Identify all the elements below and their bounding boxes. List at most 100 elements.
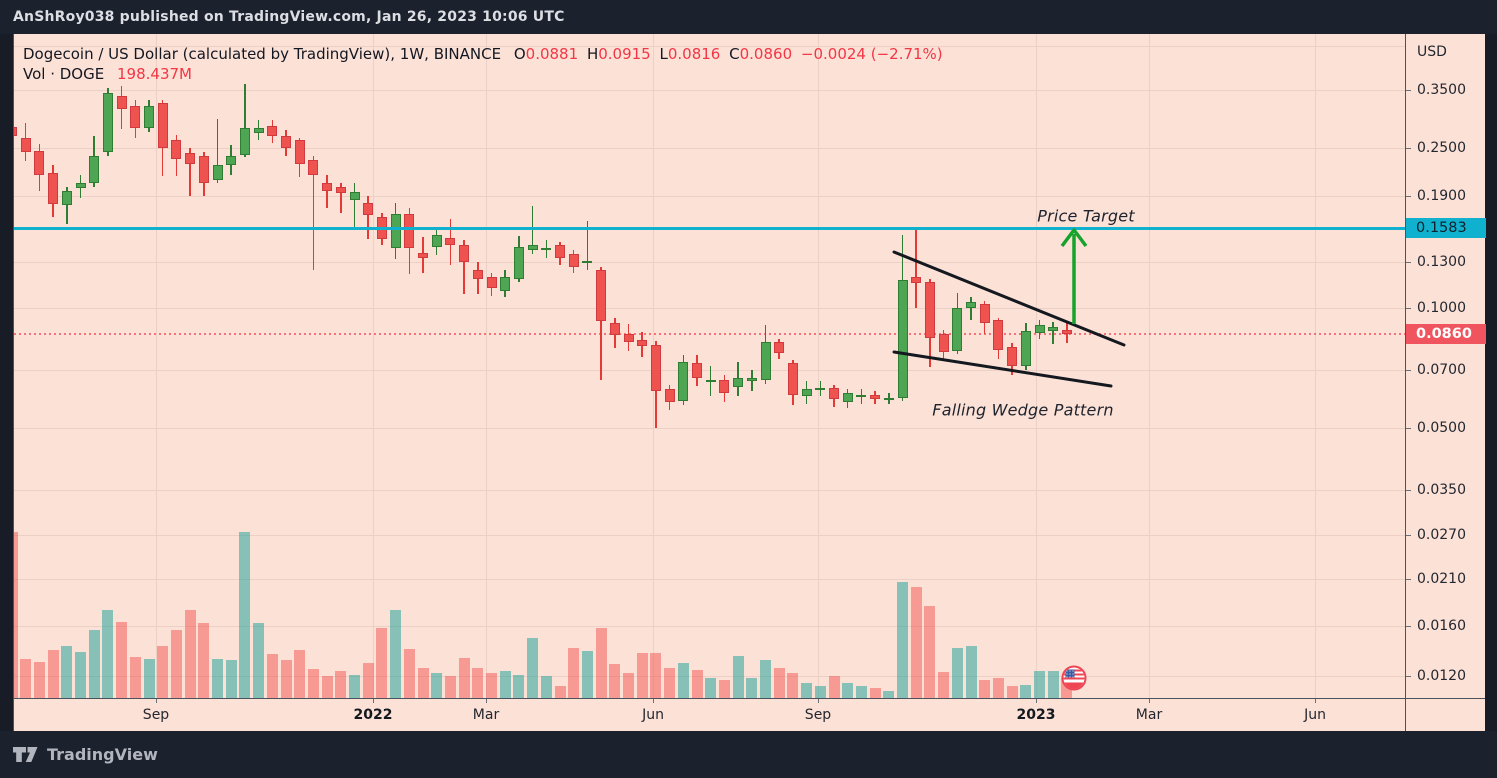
volume-bar (965, 646, 977, 698)
us-flag-icon[interactable] (1061, 665, 1087, 691)
tradingview-brand-text[interactable]: TradingView (47, 745, 158, 764)
time-axis-tick (1036, 699, 1037, 703)
flag-canton (1065, 669, 1075, 678)
candle (226, 155, 237, 166)
candle (102, 92, 113, 152)
volume-bar (540, 676, 552, 698)
volume-bar (335, 671, 347, 698)
volume-bar (801, 683, 813, 698)
volume-bar (787, 673, 799, 698)
volume-bar (636, 653, 648, 698)
candle-wick (463, 239, 465, 295)
chart-plot[interactable]: Price Target Falling Wedge Pattern Dogec… (14, 34, 1405, 731)
candle (472, 270, 483, 279)
candle (239, 128, 250, 156)
candle (14, 126, 17, 137)
candle (637, 339, 648, 347)
candle (513, 246, 524, 279)
candle (924, 281, 935, 338)
candle (705, 379, 716, 383)
candle (609, 323, 620, 335)
candle-wick (66, 187, 68, 224)
volume-bar (198, 623, 210, 698)
candle (1034, 324, 1045, 333)
candle (623, 333, 634, 343)
price-axis-label: 0.1300 (1417, 254, 1466, 270)
candle-wick (353, 182, 356, 229)
high-label: H (586, 45, 599, 63)
price-gridline (14, 308, 1405, 309)
candle (993, 320, 1004, 350)
candle-wick (970, 297, 972, 321)
candle (1020, 330, 1031, 366)
price-gridline (14, 46, 1405, 47)
candle (61, 190, 72, 206)
symbol-ohlc-row: Dogecoin / US Dollar (calculated by Trad… (23, 44, 943, 64)
candle (171, 140, 182, 160)
time-axis-label: Sep (804, 707, 832, 723)
open-value: 0.0881 (525, 45, 579, 63)
price-axis-tick (1406, 196, 1411, 197)
volume-bar (760, 660, 771, 698)
chart-pane: Price Target Falling Wedge Pattern Dogec… (13, 34, 1486, 731)
candle-wick (340, 182, 342, 214)
price-axis[interactable]: USD 0.3500 0.2500 0.1900 0.1300 0.1000 0.0700… (1405, 34, 1486, 731)
volume-bar (938, 672, 950, 698)
volume-bar (1020, 685, 1032, 698)
time-gridline (373, 34, 374, 698)
candle (267, 125, 278, 137)
volume-bar (527, 638, 539, 698)
falling-wedge-label: Falling Wedge Pattern (932, 400, 1114, 420)
candle-wick (312, 155, 315, 271)
volume-bar (116, 622, 128, 698)
volume-bar (170, 630, 182, 698)
price-target-label: Price Target (1037, 206, 1135, 226)
volume-bar (924, 606, 936, 698)
volume-bar (143, 659, 155, 698)
price-axis-tick (1406, 428, 1411, 429)
time-gridline (1036, 34, 1037, 698)
price-axis-tick (1406, 148, 1411, 149)
volume-bar (732, 656, 744, 698)
volume-bar (129, 657, 141, 698)
time-gridline (818, 34, 819, 698)
price-axis-label: 0.0160 (1417, 618, 1466, 634)
volume-bar (75, 652, 86, 698)
volume-bar (746, 678, 758, 698)
candle (500, 277, 511, 291)
volume-bar (581, 651, 593, 698)
price-axis-tick (1406, 490, 1411, 491)
volume-bar (431, 673, 443, 698)
candle (733, 377, 744, 387)
candle (144, 105, 154, 129)
time-axis-label: Sep (142, 707, 170, 723)
price-gridline (14, 90, 1405, 91)
candle (746, 378, 757, 381)
price-axis-label: 0.1900 (1417, 188, 1466, 204)
time-axis[interactable]: Sep 2022 Mar Jun Sep 2023 Mar Jun (14, 698, 1485, 731)
candle (774, 342, 785, 353)
volume-bar (1047, 671, 1059, 698)
price-target-arrow-icon (1060, 228, 1088, 324)
candle (335, 187, 346, 194)
candle (870, 394, 881, 400)
price-gridline (14, 579, 1405, 580)
price-axis-tick (1406, 579, 1411, 580)
volume-bar (307, 669, 319, 698)
tradingview-logo[interactable] (13, 746, 38, 763)
volume-bar (855, 686, 867, 698)
candle (952, 308, 963, 351)
volume-bar (828, 676, 840, 698)
volume-bar (486, 673, 497, 698)
price-axis-label: 0.0350 (1417, 482, 1466, 498)
candle (445, 238, 456, 246)
time-gridline (156, 34, 157, 698)
price-gridline (14, 370, 1405, 371)
candle (130, 105, 141, 128)
volume-bar (47, 650, 59, 698)
candle (650, 345, 661, 391)
volume-label: Vol · DOGE (23, 65, 105, 83)
candle (322, 182, 333, 191)
price-target-badge-value: 0.1583 (1416, 220, 1467, 236)
